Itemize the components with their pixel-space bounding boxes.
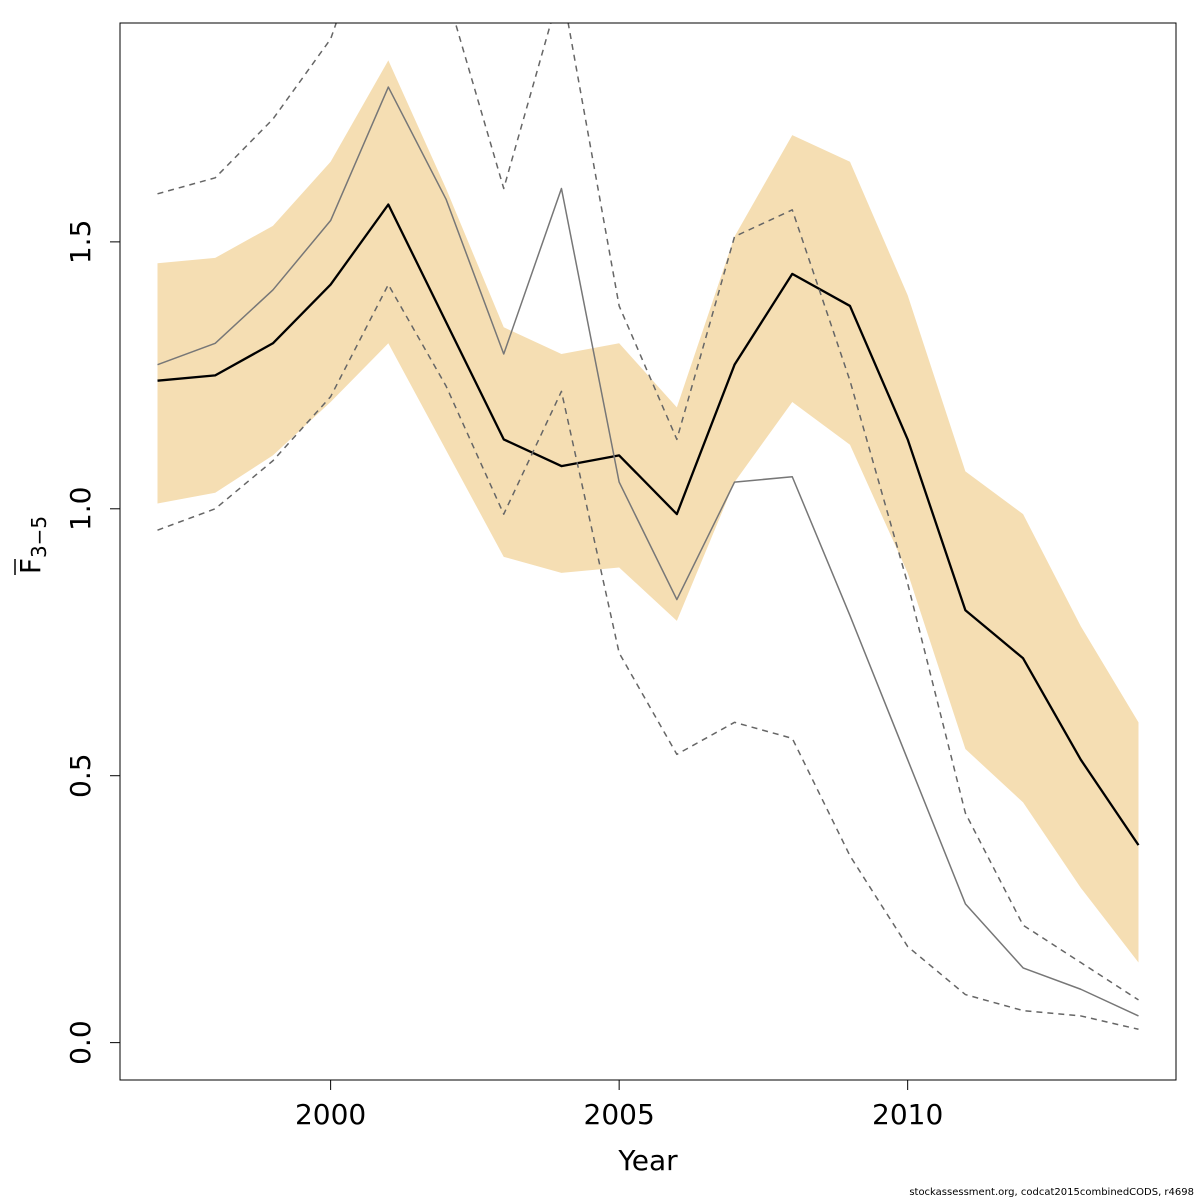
footer-credit: stockassessment.org, codcat2015combinedC… bbox=[909, 1187, 1194, 1198]
data-layer bbox=[157, 23, 1140, 1031]
svg-text:1.5: 1.5 bbox=[64, 220, 97, 265]
estimate-line bbox=[157, 203, 1140, 846]
y-tick-label-1: 0.5 bbox=[64, 753, 97, 798]
y-tick-label-3: 1.5 bbox=[64, 220, 97, 265]
x-axis-label: Year bbox=[617, 1144, 678, 1177]
svg-text:F3−5: F3−5 bbox=[14, 516, 51, 574]
y-tick-label-2: 1.0 bbox=[64, 487, 97, 532]
alternative-lower-bound-line bbox=[157, 283, 1139, 1031]
confidence-band bbox=[157, 60, 1139, 963]
y-tick-label-0: 0.0 bbox=[64, 1020, 97, 1065]
y-axis-label: F3−5 bbox=[14, 516, 51, 575]
svg-text:1.0: 1.0 bbox=[64, 487, 97, 532]
alternative-estimate-line bbox=[157, 86, 1139, 1017]
svg-text:0.5: 0.5 bbox=[64, 753, 97, 798]
y-axis: 0.0 0.5 1.0 1.5 bbox=[64, 220, 121, 1065]
y-axis-label-subscript: 3−5 bbox=[27, 516, 51, 558]
alternative-upper-bound-line bbox=[157, 23, 1139, 1001]
x-tick-label-2005: 2005 bbox=[584, 1098, 655, 1131]
x-tick-label-2010: 2010 bbox=[872, 1098, 943, 1131]
svg-text:0.0: 0.0 bbox=[64, 1020, 97, 1065]
x-axis: 2000 2005 2010 bbox=[295, 1079, 943, 1131]
y-axis-label-main: F bbox=[14, 558, 47, 574]
x-tick-label-2000: 2000 bbox=[295, 1098, 366, 1131]
